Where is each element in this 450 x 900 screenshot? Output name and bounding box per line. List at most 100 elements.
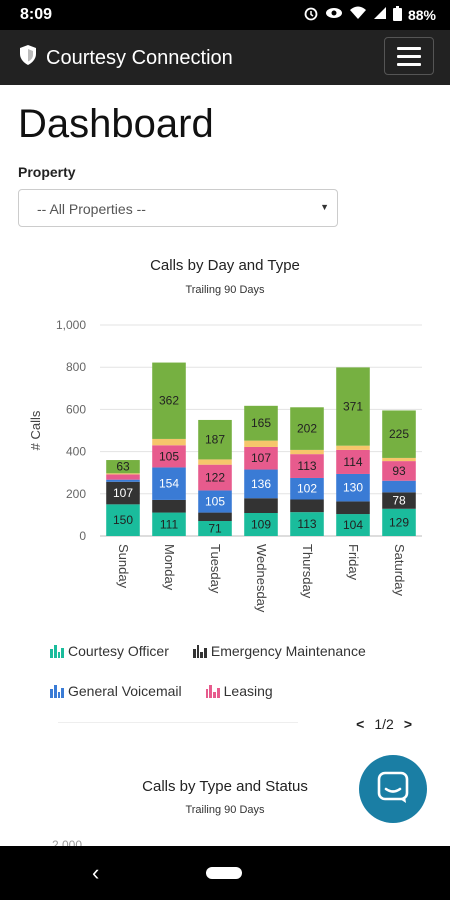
status-icons: 88% [303, 5, 436, 24]
bar-segment [382, 461, 416, 481]
data-label: 109 [251, 518, 271, 532]
chart2-subtitle: Trailing 90 Days [185, 804, 265, 816]
bar-segment [106, 460, 140, 474]
home-pill-icon[interactable] [206, 867, 242, 879]
status-time: 8:09 [20, 6, 53, 23]
status-bar: 8:09 88% [0, 0, 450, 30]
page-title: Dashboard [18, 102, 214, 146]
chat-launcher-button[interactable] [359, 755, 427, 823]
data-label: 71 [208, 522, 222, 536]
bar-segment [244, 513, 278, 536]
bar-segment [244, 469, 278, 499]
legend-item-leasing[interactable]: Leasing [205, 683, 273, 699]
data-label: 78 [392, 494, 406, 508]
data-label: 114 [343, 455, 362, 469]
bar-segment [152, 445, 186, 468]
legend-label: Emergency Maintenance [210, 643, 366, 659]
wifi-icon [349, 6, 367, 23]
bar-segment [290, 477, 324, 500]
y-tick-label: 1,000 [56, 318, 86, 332]
data-label: 371 [343, 400, 363, 414]
property-label: Property [18, 164, 76, 180]
bar-segment [198, 512, 232, 522]
bar-segment [336, 449, 370, 474]
data-label: 111 [160, 517, 179, 531]
data-label: 104 [343, 518, 363, 532]
pager-text: 1/2 [374, 716, 394, 732]
data-label: 107 [251, 451, 271, 465]
hamburger-icon [397, 46, 421, 50]
data-label: 102 [297, 482, 317, 496]
shield-icon [18, 44, 38, 72]
caret-down-icon: ▼ [320, 202, 329, 212]
bar-segment [336, 514, 370, 536]
bar-segment [382, 457, 416, 462]
bar-segment [152, 438, 186, 446]
y-axis-label: # Calls [28, 410, 43, 450]
bar-segment [382, 508, 416, 536]
bar-segment [106, 479, 140, 482]
data-label: 225 [389, 427, 409, 441]
data-label: 105 [205, 495, 225, 509]
data-label: 187 [205, 433, 225, 447]
bar-segment [336, 473, 370, 502]
bar-segment [152, 499, 186, 513]
bar-segment [198, 459, 232, 465]
property-select[interactable]: -- All Properties -- ▼ [18, 189, 338, 227]
data-label: 122 [205, 471, 225, 485]
bar-segment [336, 445, 370, 450]
bar-segment [290, 499, 324, 513]
y-tick-label: 800 [66, 360, 86, 374]
data-label: 105 [159, 449, 179, 463]
bar-segment [106, 473, 140, 475]
battery-percent: 88% [407, 6, 436, 23]
bar-segment [382, 410, 416, 458]
bar-segment [382, 480, 416, 493]
bar-segment [290, 454, 324, 478]
data-label: 113 [297, 459, 316, 473]
legend-item-courtesy-officer[interactable]: Courtesy Officer [50, 643, 169, 659]
back-icon[interactable]: ‹ [92, 860, 100, 885]
data-label: 63 [116, 460, 130, 474]
bar-segment [244, 405, 278, 441]
legend-item-emergency-maintenance[interactable]: Emergency Maintenance [192, 643, 366, 659]
chart2-title: Calls by Type and Status [142, 778, 308, 795]
property-select-value: -- All Properties -- [37, 201, 146, 217]
alarm-icon [303, 5, 319, 24]
bar-segment [336, 367, 370, 446]
bar-segment [290, 407, 324, 450]
data-label: 202 [297, 422, 317, 436]
chevron-right-icon[interactable]: > [403, 716, 412, 732]
data-label: 154 [159, 477, 179, 491]
bar-chart-icon [50, 684, 64, 698]
legend-item-general-voicemail[interactable]: General Voicemail [50, 683, 182, 699]
bar-segment [382, 492, 416, 509]
chevron-left-icon[interactable]: < [356, 716, 365, 732]
bar-segment [290, 512, 324, 536]
bar-segment [106, 504, 140, 536]
bar-segment [198, 464, 232, 491]
signal-icon [373, 6, 387, 23]
x-tick-label: Sunday [116, 544, 131, 589]
bar-segment [290, 449, 324, 455]
brand-name: Courtesy Connection [46, 46, 233, 69]
legend-label: Leasing [223, 683, 273, 699]
bar-segment [152, 467, 186, 500]
menu-toggle-button[interactable] [384, 37, 434, 75]
bar-segment [244, 440, 278, 447]
legend-label: Courtesy Officer [68, 643, 169, 659]
brand[interactable]: Courtesy Connection [18, 44, 233, 72]
data-label: 129 [389, 515, 409, 529]
data-label: 136 [251, 477, 271, 491]
bar-segment [244, 446, 278, 470]
bar-segment [198, 419, 232, 460]
divider [58, 722, 298, 723]
y-tick-label: 200 [66, 487, 86, 501]
x-tick-label: Tuesday [208, 544, 223, 594]
bar-segment [106, 474, 140, 480]
legend-label: General Voicemail [68, 683, 182, 699]
navbar: Courtesy Connection [0, 30, 450, 85]
x-tick-label: Friday [346, 544, 361, 581]
data-label: 107 [113, 486, 133, 500]
x-tick-label: Thursday [300, 544, 315, 599]
